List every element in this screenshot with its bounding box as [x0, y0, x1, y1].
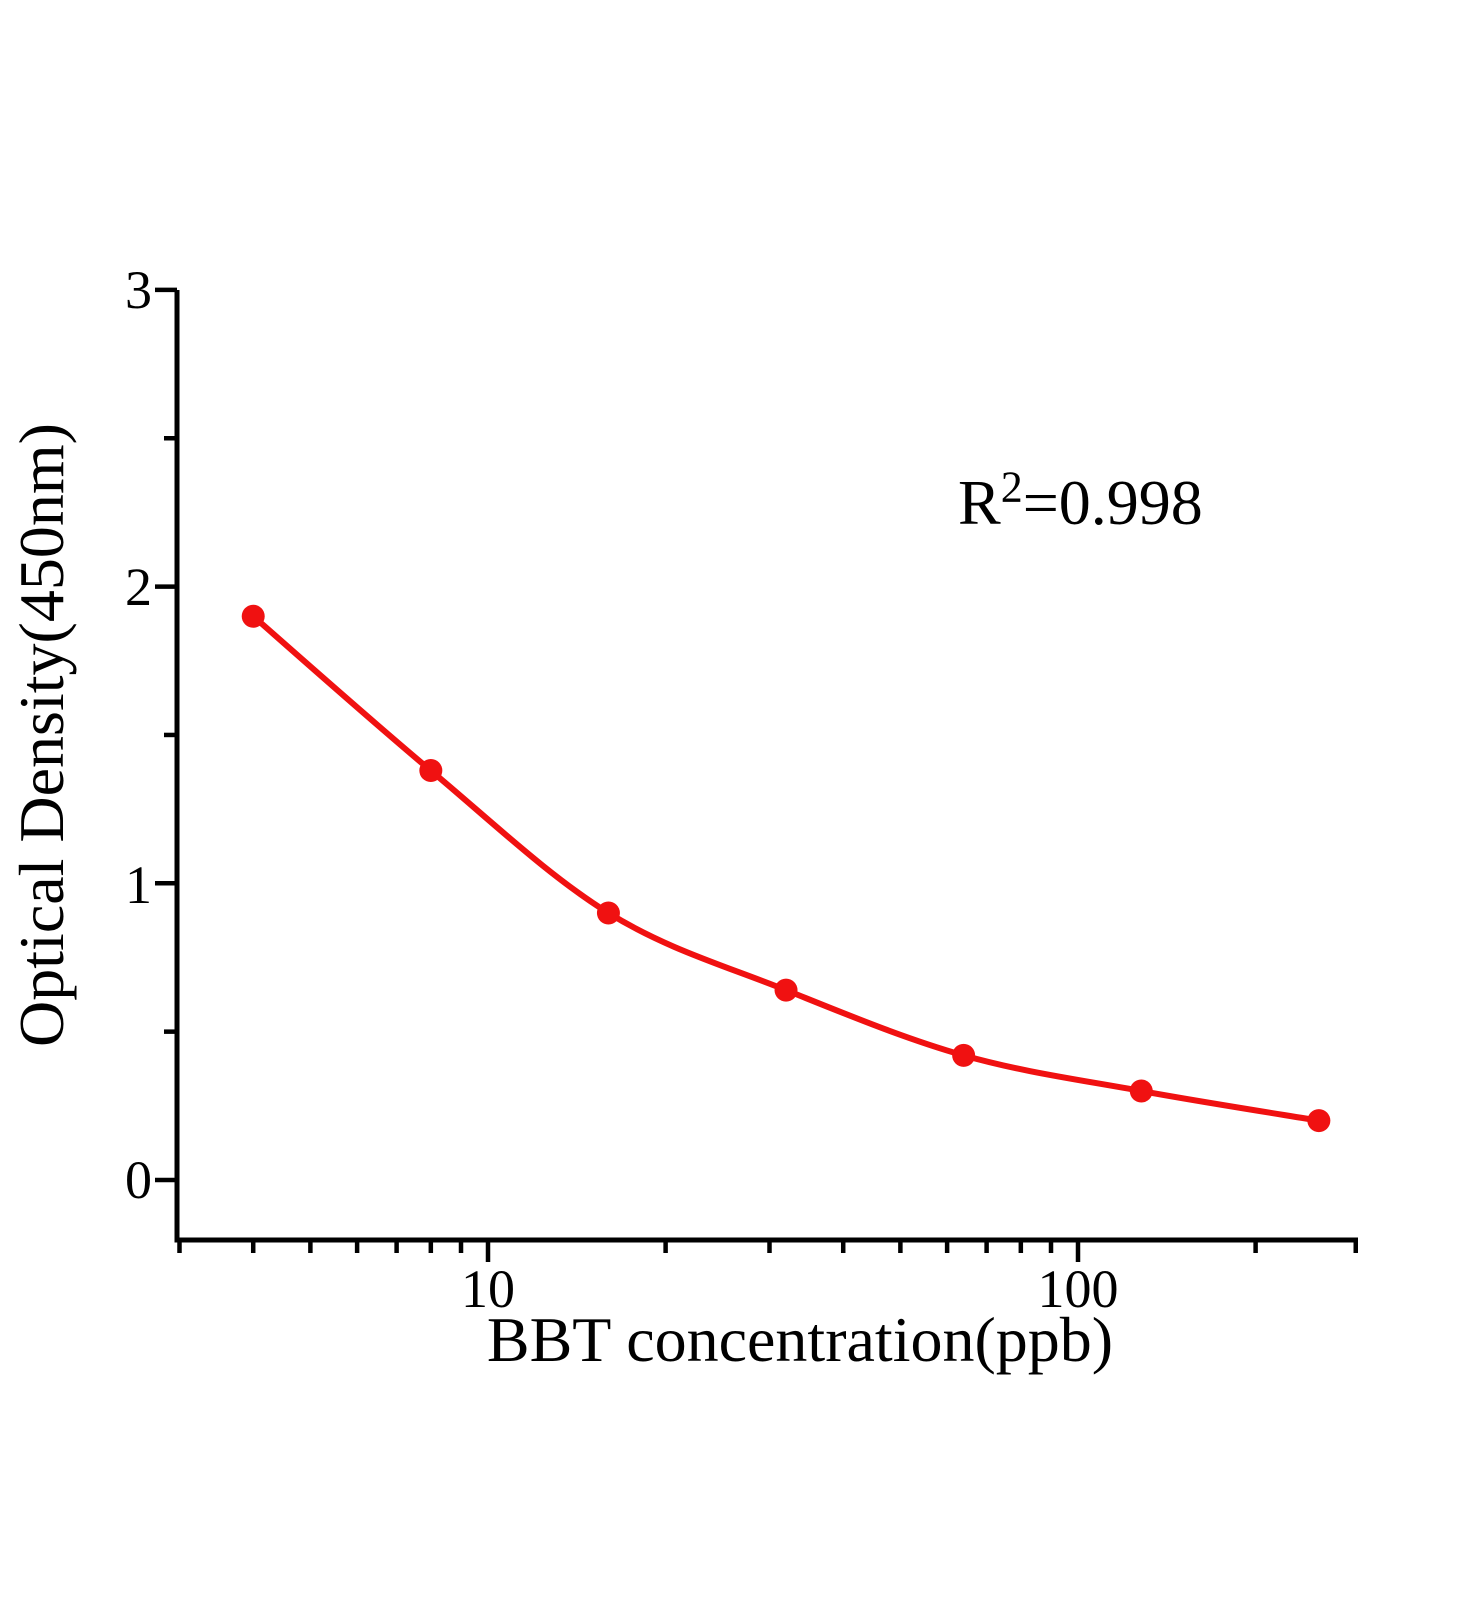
data-point: [596, 901, 620, 925]
data-point: [774, 978, 798, 1002]
data-point: [241, 604, 265, 628]
x-axis-title: BBT concentration(ppb): [486, 1304, 1114, 1375]
r-squared-annotation: R2=0.998: [958, 465, 1203, 541]
axes: [155, 287, 1358, 1262]
y-tick-label-1: 1: [125, 855, 152, 915]
y-axis-title: Optical Density(450nm): [6, 423, 77, 1047]
r-squared-value: =0.998: [1022, 467, 1203, 538]
data-point: [1129, 1079, 1153, 1103]
r-squared-base: R: [958, 467, 1001, 538]
y-tick-label-2: 2: [125, 557, 152, 617]
y-tick-label-0: 0: [125, 1150, 152, 1210]
x-tick-label-10: 10: [461, 1259, 515, 1319]
y-tick-label-3: 3: [125, 260, 152, 320]
data-point: [419, 759, 443, 783]
data-point: [1307, 1109, 1331, 1133]
r-squared-exponent: 2: [1000, 462, 1023, 512]
curve-line: [251, 614, 1320, 1124]
x-tick-label-100: 100: [1037, 1259, 1119, 1319]
data-point: [952, 1043, 976, 1067]
